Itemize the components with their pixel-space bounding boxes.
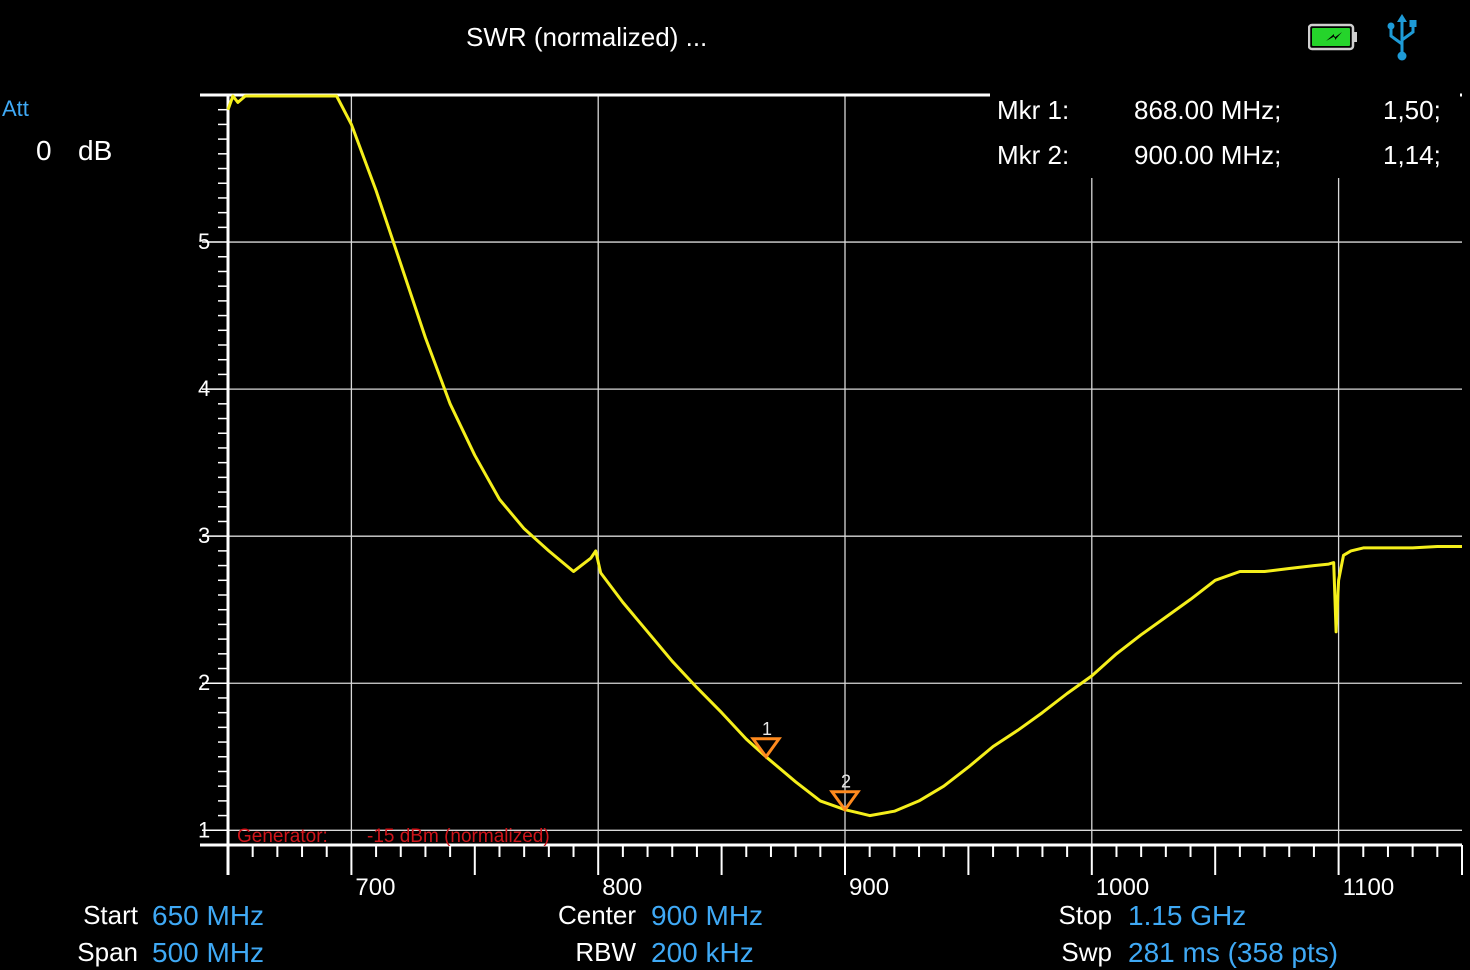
usb-icon	[1387, 14, 1417, 61]
x-tick-label: 700	[355, 874, 395, 901]
start-value[interactable]: 650 MHz	[152, 900, 265, 931]
rbw-label: RBW	[575, 937, 636, 967]
marker-1-symbol	[750, 737, 782, 760]
chart-frame	[200, 93, 1462, 875]
marker-2-number: 2	[841, 772, 851, 792]
marker-1-label: Mkr 1:	[997, 95, 1070, 125]
y-tick-labels: 1 2 3 4 5	[198, 229, 210, 842]
span-label: Span	[77, 937, 138, 967]
chart-grid	[228, 95, 1462, 845]
marker-table	[990, 92, 1460, 178]
swr-trace	[226, 94, 1462, 818]
center-label: Center	[557, 900, 636, 930]
y-tick-label: 4	[198, 376, 210, 401]
marker-2-freq: 900.00 MHz;	[1134, 140, 1282, 170]
y-tick-label: 5	[198, 229, 210, 254]
y-tick-label: 3	[198, 523, 210, 548]
x-tick-label: 1000	[1096, 874, 1149, 901]
center-value[interactable]: 900 MHz	[651, 900, 764, 931]
swp-label: Swp	[1061, 937, 1112, 967]
rbw-value[interactable]: 200 kHz	[651, 937, 754, 968]
tick-marks	[202, 108, 1463, 875]
att-label: Att	[2, 96, 29, 121]
x-tick-labels: 700 800 900 1000 1100	[355, 874, 1394, 901]
y-tick-label: 1	[198, 817, 210, 842]
x-tick-label: 900	[849, 874, 889, 901]
swp-value[interactable]: 281 ms (358 pts)	[1128, 937, 1339, 968]
att-unit: dB	[78, 135, 113, 166]
span-value[interactable]: 500 MHz	[152, 937, 265, 968]
marker-2-symbol	[829, 790, 861, 813]
att-value: 0	[36, 135, 52, 166]
x-tick-label: 800	[602, 874, 642, 901]
marker-1-number: 1	[762, 719, 772, 739]
marker-symbols: 12	[750, 719, 861, 813]
y-tick-label: 2	[198, 670, 210, 695]
generator-label: Generator:	[237, 826, 328, 847]
marker-1-freq: 868.00 MHz;	[1134, 95, 1282, 125]
marker-2-label: Mkr 2:	[997, 140, 1070, 170]
start-label: Start	[83, 900, 138, 930]
x-tick-label: 1100	[1343, 874, 1395, 901]
stop-label: Stop	[1058, 900, 1113, 930]
generator-value: -15 dBm (normalized)	[367, 826, 550, 847]
stop-value[interactable]: 1.15 GHz	[1128, 900, 1247, 931]
battery-charging-icon	[1308, 23, 1357, 51]
window-title: SWR (normalized) ...	[466, 22, 708, 52]
marker-2-value: 1,14;	[1383, 140, 1441, 170]
marker-1-value: 1,50;	[1383, 95, 1441, 125]
